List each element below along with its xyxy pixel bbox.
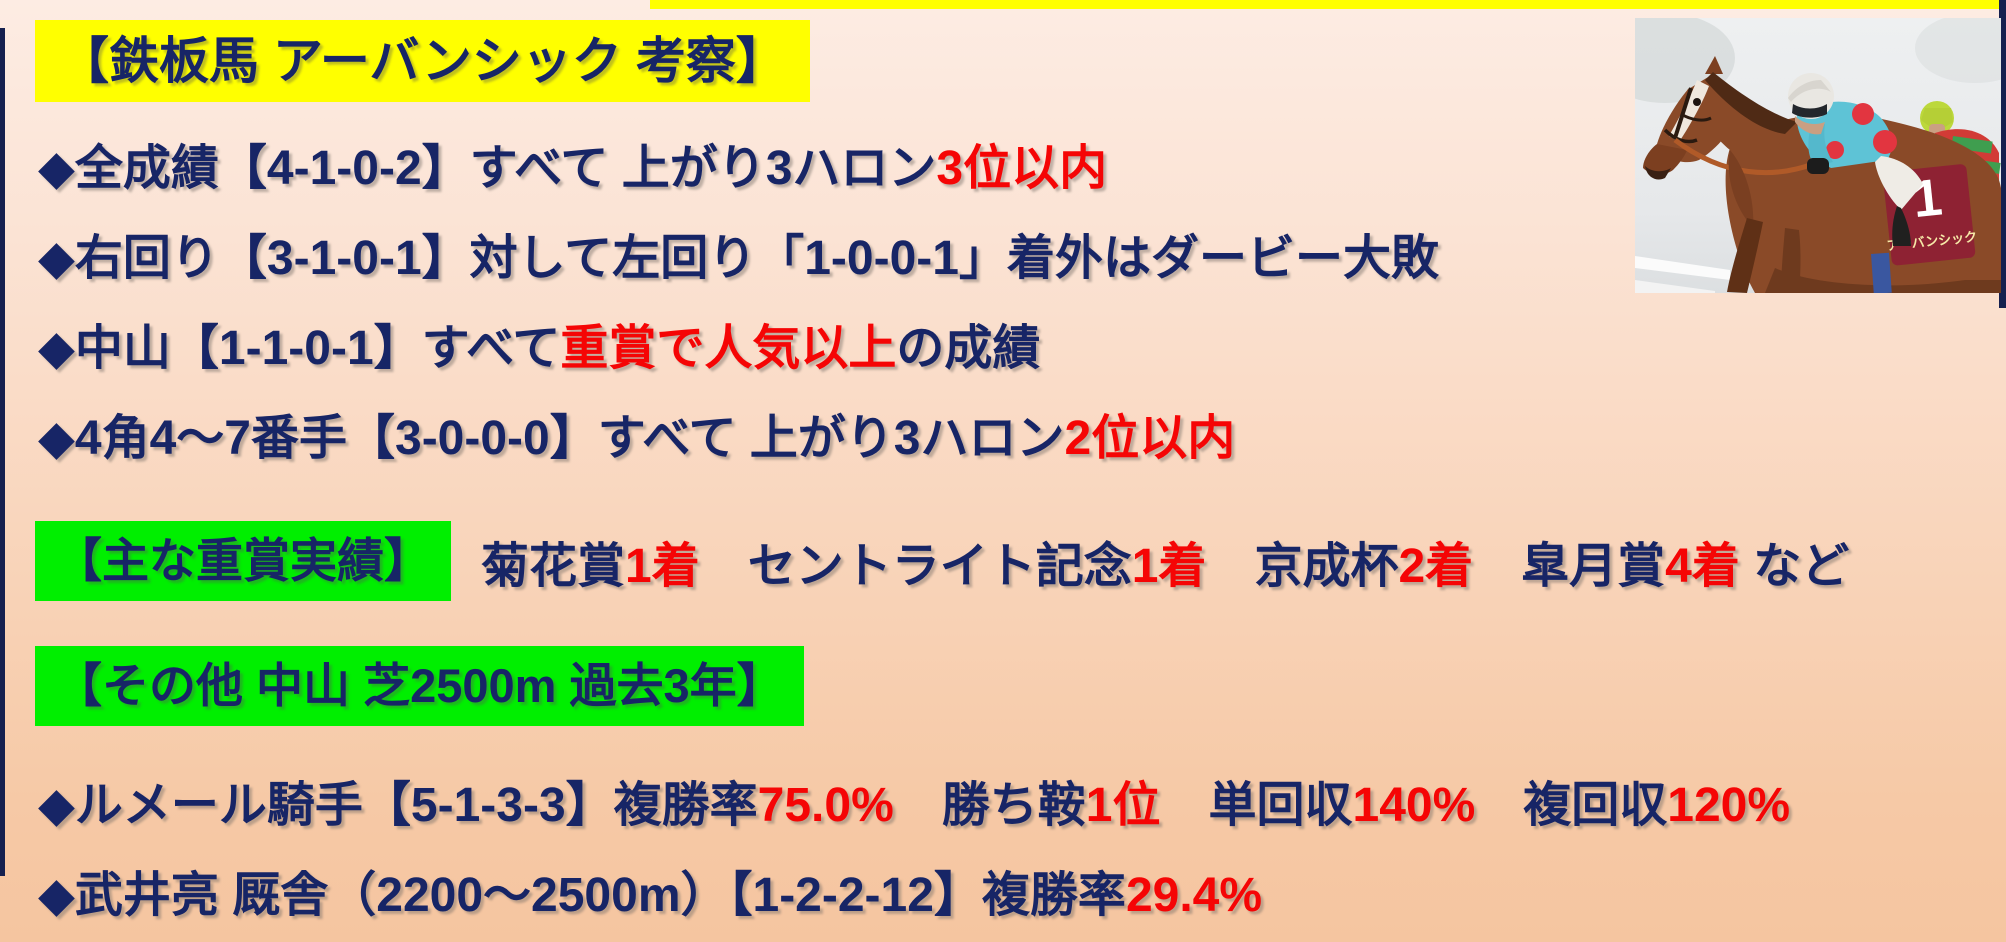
text-segment: 単回収 [1160, 779, 1353, 832]
other-stats-label: 【その他 中山 芝2500m 過去3年】 [35, 646, 804, 726]
text-segment-red: 1着 [625, 540, 700, 593]
blurred-trees [1915, 18, 2001, 83]
text-segment-red: 140% [1352, 779, 1476, 832]
right-border [1999, 0, 2006, 308]
text-segment: 京成杯 [1206, 540, 1399, 593]
stat-line-nakayama: ◆中山【1-1-0-1】すべて重賞で人気以上の成績 [38, 308, 1040, 378]
text-segment: ◆中山【1-1-0-1】すべて [38, 322, 561, 375]
major-results-label: 【主な重賞実績】 [35, 521, 451, 601]
text-segment: ◆武井亮 厩舎（2200〜2500m）【1-2-2-12】複勝率 [38, 869, 1126, 922]
major-results-row: 【主な重賞実績】 菊花賞1着 セントライト記念1着 京成杯2着 皐月賞4着 など [35, 521, 1849, 601]
text-segment: の成績 [896, 322, 1041, 375]
text-segment: 皐月賞 [1473, 540, 1666, 593]
text-segment: セントライト記念 [699, 540, 1132, 593]
text-segment-red: 3位以内 [936, 142, 1108, 195]
stat-line-corner-position: ◆4角4〜7番手【3-0-0-0】すべて 上がり3ハロン2位以内 [38, 398, 1235, 468]
text-segment: 菊花賞 [481, 540, 626, 593]
horse-photo: 1 アーバンシック [1635, 18, 2001, 293]
text-segment: ◆4角4〜7番手【3-0-0-0】すべて 上がり3ハロン [38, 412, 1065, 465]
stat-line-right-turn: ◆右回り【3-1-0-1】対して左回り「1-0-0-1」着外はダービー大敗 [38, 218, 1439, 288]
text-segment: 複回収 [1475, 779, 1668, 832]
lead-jockey [1788, 73, 1923, 246]
stat-line-lemaire: ◆ルメール騎手【5-1-3-3】複勝率75.0% 勝ち鞍1位 単回収140% 複… [38, 765, 1790, 835]
top-yellow-strip [650, 0, 2006, 9]
text-segment-red: 2着 [1398, 540, 1474, 593]
major-results-text: 菊花賞1着 セントライト記念1着 京成杯2着 皐月賞4着 など [481, 526, 1849, 596]
page-title: 【鉄板馬 アーバンシック 考察】 [35, 20, 810, 102]
label-text: 【主な重賞実績】 [55, 534, 431, 587]
text-segment: など [1739, 540, 1850, 593]
text-segment-red: 120% [1667, 779, 1791, 832]
text-segment-red: 1位 [1085, 779, 1161, 832]
text-segment-red: 75.0% [757, 779, 894, 832]
left-border [0, 28, 5, 876]
horse-photo-illustration: 1 アーバンシック [1635, 18, 2001, 293]
text-segment-red: 4着 [1665, 540, 1740, 593]
text-segment-red: 2位以内 [1064, 412, 1236, 465]
text-segment-red: 重賞で人気以上 [560, 322, 897, 375]
text-segment: ◆全成績【4-1-0-2】すべて 上がり3ハロン [38, 142, 937, 195]
rail [1635, 256, 1730, 280]
text-segment: ◆ルメール騎手【5-1-3-3】複勝率 [38, 779, 758, 832]
text-segment-red: 29.4% [1125, 869, 1263, 922]
text-segment: 勝ち鞍 [893, 779, 1086, 832]
other-stats-header-row: 【その他 中山 芝2500m 過去3年】 [35, 646, 804, 726]
title-text: 【鉄板馬 アーバンシック 考察】 [59, 33, 786, 89]
text-segment-red: 1着 [1131, 540, 1207, 593]
text-segment: ◆右回り【3-1-0-1】対して左回り「1-0-0-1」着外はダービー大敗 [38, 232, 1439, 285]
rail [1635, 280, 1715, 293]
stat-line-takei-stable: ◆武井亮 厩舎（2200〜2500m）【1-2-2-12】複勝率29.4% [38, 855, 1262, 925]
girth-strap [1871, 252, 1892, 293]
stat-line-overall: ◆全成績【4-1-0-2】すべて 上がり3ハロン3位以内 [38, 128, 1107, 198]
label-text: 【その他 中山 芝2500m 過去3年】 [55, 659, 784, 712]
